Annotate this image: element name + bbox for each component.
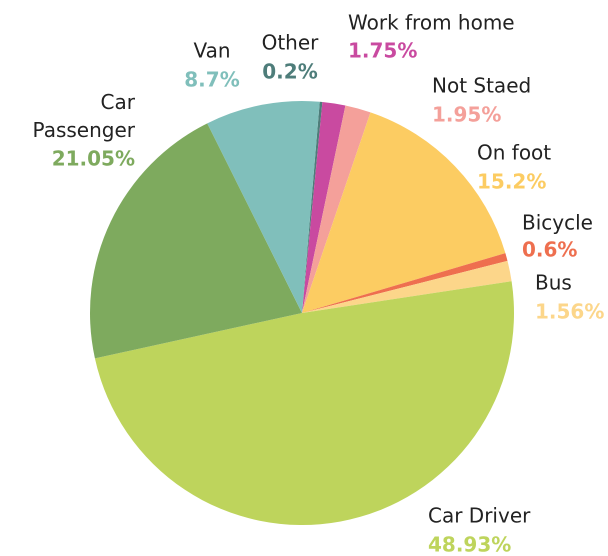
value-label: 0.2% xyxy=(262,60,317,84)
value-label: 0.6% xyxy=(522,238,577,262)
pie-slice xyxy=(302,253,508,313)
value-label: 1.95% xyxy=(432,103,501,127)
value-label: 1.56% xyxy=(535,300,604,324)
slice-label: Not Staed xyxy=(432,74,531,98)
value-label: 48.93% xyxy=(428,533,511,556)
value-label: 8.7% xyxy=(184,68,239,92)
value-label: 1.75% xyxy=(348,39,417,63)
slice-label: Van xyxy=(193,39,230,63)
slice-label: Other xyxy=(262,31,320,55)
pie-slice xyxy=(302,105,371,314)
pie-slice xyxy=(94,281,515,525)
slice-label: On foot xyxy=(477,141,551,165)
pie-slice xyxy=(207,101,320,313)
slice-label: Bus xyxy=(535,271,572,295)
pie-slice xyxy=(302,260,512,313)
slice-label: Car Driver xyxy=(428,504,531,528)
slice-label: Bicycle xyxy=(522,211,593,235)
slice-label: Car Passenger xyxy=(26,90,136,142)
pie-slice xyxy=(302,101,346,313)
pie-slice xyxy=(302,112,506,313)
pie-slice xyxy=(302,101,323,313)
pie-slice xyxy=(90,123,302,359)
value-label: 21.05% xyxy=(52,147,135,171)
value-label: 15.2% xyxy=(477,170,546,194)
slice-label: Work from home xyxy=(348,11,515,35)
